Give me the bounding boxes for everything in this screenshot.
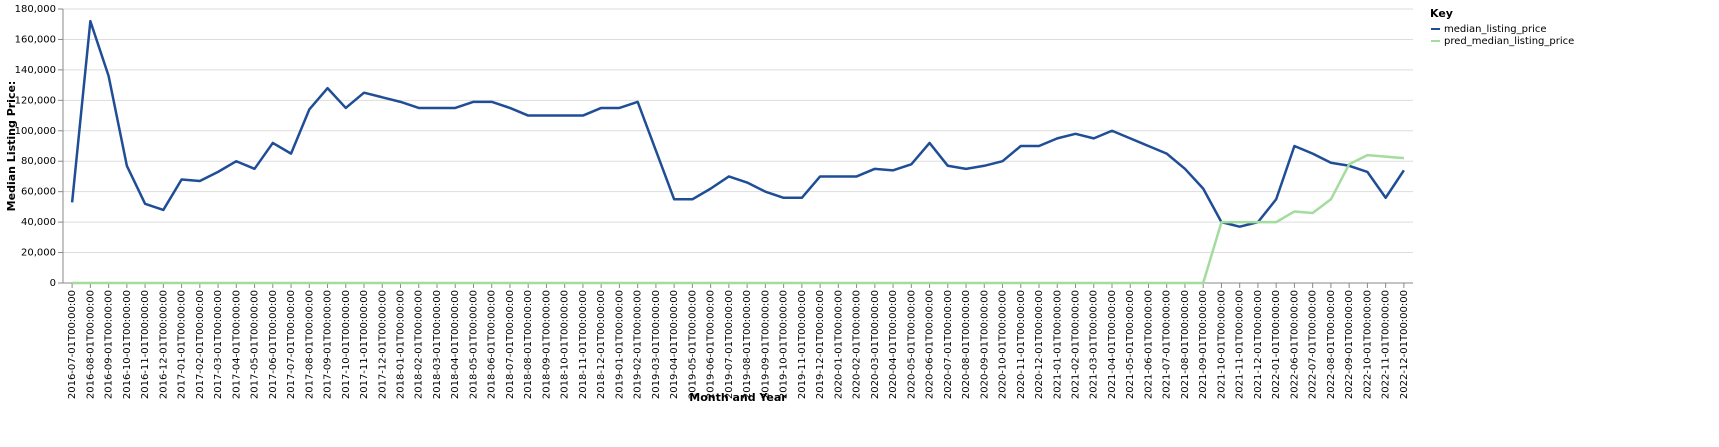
x-tick-label: 2016-12-01T00:00:00 <box>158 290 169 399</box>
x-tick-label: 2019-10-01T00:00:00 <box>779 290 790 399</box>
x-tick-label: 2018-08-01T00:00:00 <box>523 290 534 399</box>
x-tick-label: 2021-10-01T00:00:00 <box>1216 290 1227 399</box>
y-tick-label: 100,000 <box>15 126 56 137</box>
y-tick-label: 40,000 <box>21 217 56 228</box>
x-tick-label: 2020-09-01T00:00:00 <box>979 290 990 399</box>
x-tick-label: 2022-12-01T00:00:00 <box>1399 290 1410 399</box>
x-tick-label: 2017-12-01T00:00:00 <box>377 290 388 399</box>
x-tick-label: 2018-05-01T00:00:00 <box>468 290 479 399</box>
y-tick-label: 20,000 <box>21 248 56 259</box>
x-tick-label: 2017-08-01T00:00:00 <box>304 290 315 399</box>
x-tick-label: 2019-05-01T00:00:00 <box>687 290 698 399</box>
x-tick-label: 2019-08-01T00:00:00 <box>742 290 753 399</box>
x-tick-label: 2020-07-01T00:00:00 <box>943 290 954 399</box>
x-axis-title: Month and Year <box>689 391 787 404</box>
x-tick-label: 2018-12-01T00:00:00 <box>596 290 607 399</box>
x-tick-label: 2017-02-01T00:00:00 <box>195 290 206 399</box>
x-tick-label: 2018-02-01T00:00:00 <box>414 290 425 399</box>
x-tick-label: 2016-08-01T00:00:00 <box>85 290 96 399</box>
x-tick-label: 2017-04-01T00:00:00 <box>231 290 242 399</box>
x-tick-label: 2021-11-01T00:00:00 <box>1235 290 1246 399</box>
x-tick-label: 2017-07-01T00:00:00 <box>286 290 297 399</box>
x-tick-label: 2020-12-01T00:00:00 <box>1034 290 1045 399</box>
x-tick-label: 2020-05-01T00:00:00 <box>906 290 917 399</box>
x-tick-label: 2020-10-01T00:00:00 <box>998 290 1009 399</box>
x-tick-label: 2019-11-01T00:00:00 <box>797 290 808 399</box>
x-tick-label: 2020-02-01T00:00:00 <box>852 290 863 399</box>
y-tick-label: 180,000 <box>15 4 56 15</box>
y-tick-label: 160,000 <box>15 34 56 45</box>
x-tick-label: 2016-10-01T00:00:00 <box>122 290 133 399</box>
x-tick-label: 2019-01-01T00:00:00 <box>614 290 625 399</box>
x-tick-label: 2021-03-01T00:00:00 <box>1089 290 1100 399</box>
x-tick-label: 2017-09-01T00:00:00 <box>323 290 334 399</box>
x-tick-label: 2019-12-01T00:00:00 <box>815 290 826 399</box>
series-line <box>72 153 1404 285</box>
x-tick-label: 2019-07-01T00:00:00 <box>724 290 735 399</box>
x-tick-label: 2019-03-01T00:00:00 <box>651 290 662 399</box>
x-tick-label: 2018-09-01T00:00:00 <box>541 290 552 399</box>
y-axis-title: Median Listing Price: <box>5 81 18 212</box>
x-tick-label: 2022-10-01T00:00:00 <box>1362 290 1373 399</box>
x-tick-label: 2021-05-01T00:00:00 <box>1125 290 1136 399</box>
y-tick-label: 80,000 <box>21 156 56 167</box>
x-tick-label: 2017-06-01T00:00:00 <box>268 290 279 399</box>
y-tick-label: 120,000 <box>15 95 56 106</box>
x-tick-label: 2020-08-01T00:00:00 <box>961 290 972 399</box>
x-tick-label: 2022-06-01T00:00:00 <box>1289 290 1300 399</box>
legend-label: median_listing_price <box>1444 24 1547 35</box>
x-tick-label: 2017-11-01T00:00:00 <box>359 290 370 399</box>
x-tick-label: 2022-08-01T00:00:00 <box>1326 290 1337 399</box>
x-tick-label: 2022-11-01T00:00:00 <box>1381 290 1392 399</box>
y-tick-label: 60,000 <box>21 187 56 198</box>
y-tick-label: 140,000 <box>15 65 56 76</box>
x-tick-label: 2021-02-01T00:00:00 <box>1071 290 1082 399</box>
x-tick-label: 2021-06-01T00:00:00 <box>1143 290 1154 399</box>
x-tick-label: 2019-04-01T00:00:00 <box>669 290 680 399</box>
x-tick-label: 2016-09-01T00:00:00 <box>104 290 115 399</box>
x-tick-label: 2018-03-01T00:00:00 <box>432 290 443 399</box>
x-tick-label: 2021-01-01T00:00:00 <box>1052 290 1063 399</box>
x-tick-label: 2017-01-01T00:00:00 <box>177 290 188 399</box>
x-tick-label: 2021-04-01T00:00:00 <box>1107 290 1118 399</box>
x-tick-label: 2020-01-01T00:00:00 <box>833 290 844 399</box>
x-tick-label: 2017-03-01T00:00:00 <box>213 290 224 399</box>
x-tick-label: 2020-04-01T00:00:00 <box>888 290 899 399</box>
x-tick-label: 2018-10-01T00:00:00 <box>560 290 571 399</box>
x-tick-label: 2018-01-01T00:00:00 <box>396 290 407 399</box>
x-tick-label: 2019-02-01T00:00:00 <box>633 290 644 399</box>
x-tick-label: 2020-06-01T00:00:00 <box>925 290 936 399</box>
x-tick-label: 2016-07-01T00:00:00 <box>67 290 78 399</box>
x-tick-label: 2022-09-01T00:00:00 <box>1344 290 1355 399</box>
x-tick-label: 2017-10-01T00:00:00 <box>341 290 352 399</box>
x-tick-label: 2019-06-01T00:00:00 <box>706 290 717 399</box>
x-tick-label: 2017-05-01T00:00:00 <box>250 290 261 399</box>
x-tick-label: 2021-12-01T00:00:00 <box>1253 290 1264 399</box>
x-tick-label: 2018-11-01T00:00:00 <box>578 290 589 399</box>
x-tick-label: 2022-01-01T00:00:00 <box>1271 290 1282 399</box>
x-tick-label: 2018-06-01T00:00:00 <box>487 290 498 399</box>
x-tick-label: 2018-07-01T00:00:00 <box>505 290 516 399</box>
series-line <box>70 19 1405 228</box>
x-tick-label: 2022-07-01T00:00:00 <box>1308 290 1319 399</box>
x-tick-label: 2019-09-01T00:00:00 <box>760 290 771 399</box>
legend-title: Key <box>1430 7 1453 20</box>
x-tick-label: 2020-11-01T00:00:00 <box>1016 290 1027 399</box>
x-tick-label: 2021-07-01T00:00:00 <box>1162 290 1173 399</box>
x-tick-label: 2021-08-01T00:00:00 <box>1180 290 1191 399</box>
legend-label: pred_median_listing_price <box>1444 36 1574 47</box>
x-tick-label: 2016-11-01T00:00:00 <box>140 290 151 399</box>
x-tick-label: 2020-03-01T00:00:00 <box>870 290 881 399</box>
y-tick-label: 0 <box>50 278 56 289</box>
x-tick-label: 2021-09-01T00:00:00 <box>1198 290 1209 399</box>
x-tick-label: 2018-04-01T00:00:00 <box>450 290 461 399</box>
